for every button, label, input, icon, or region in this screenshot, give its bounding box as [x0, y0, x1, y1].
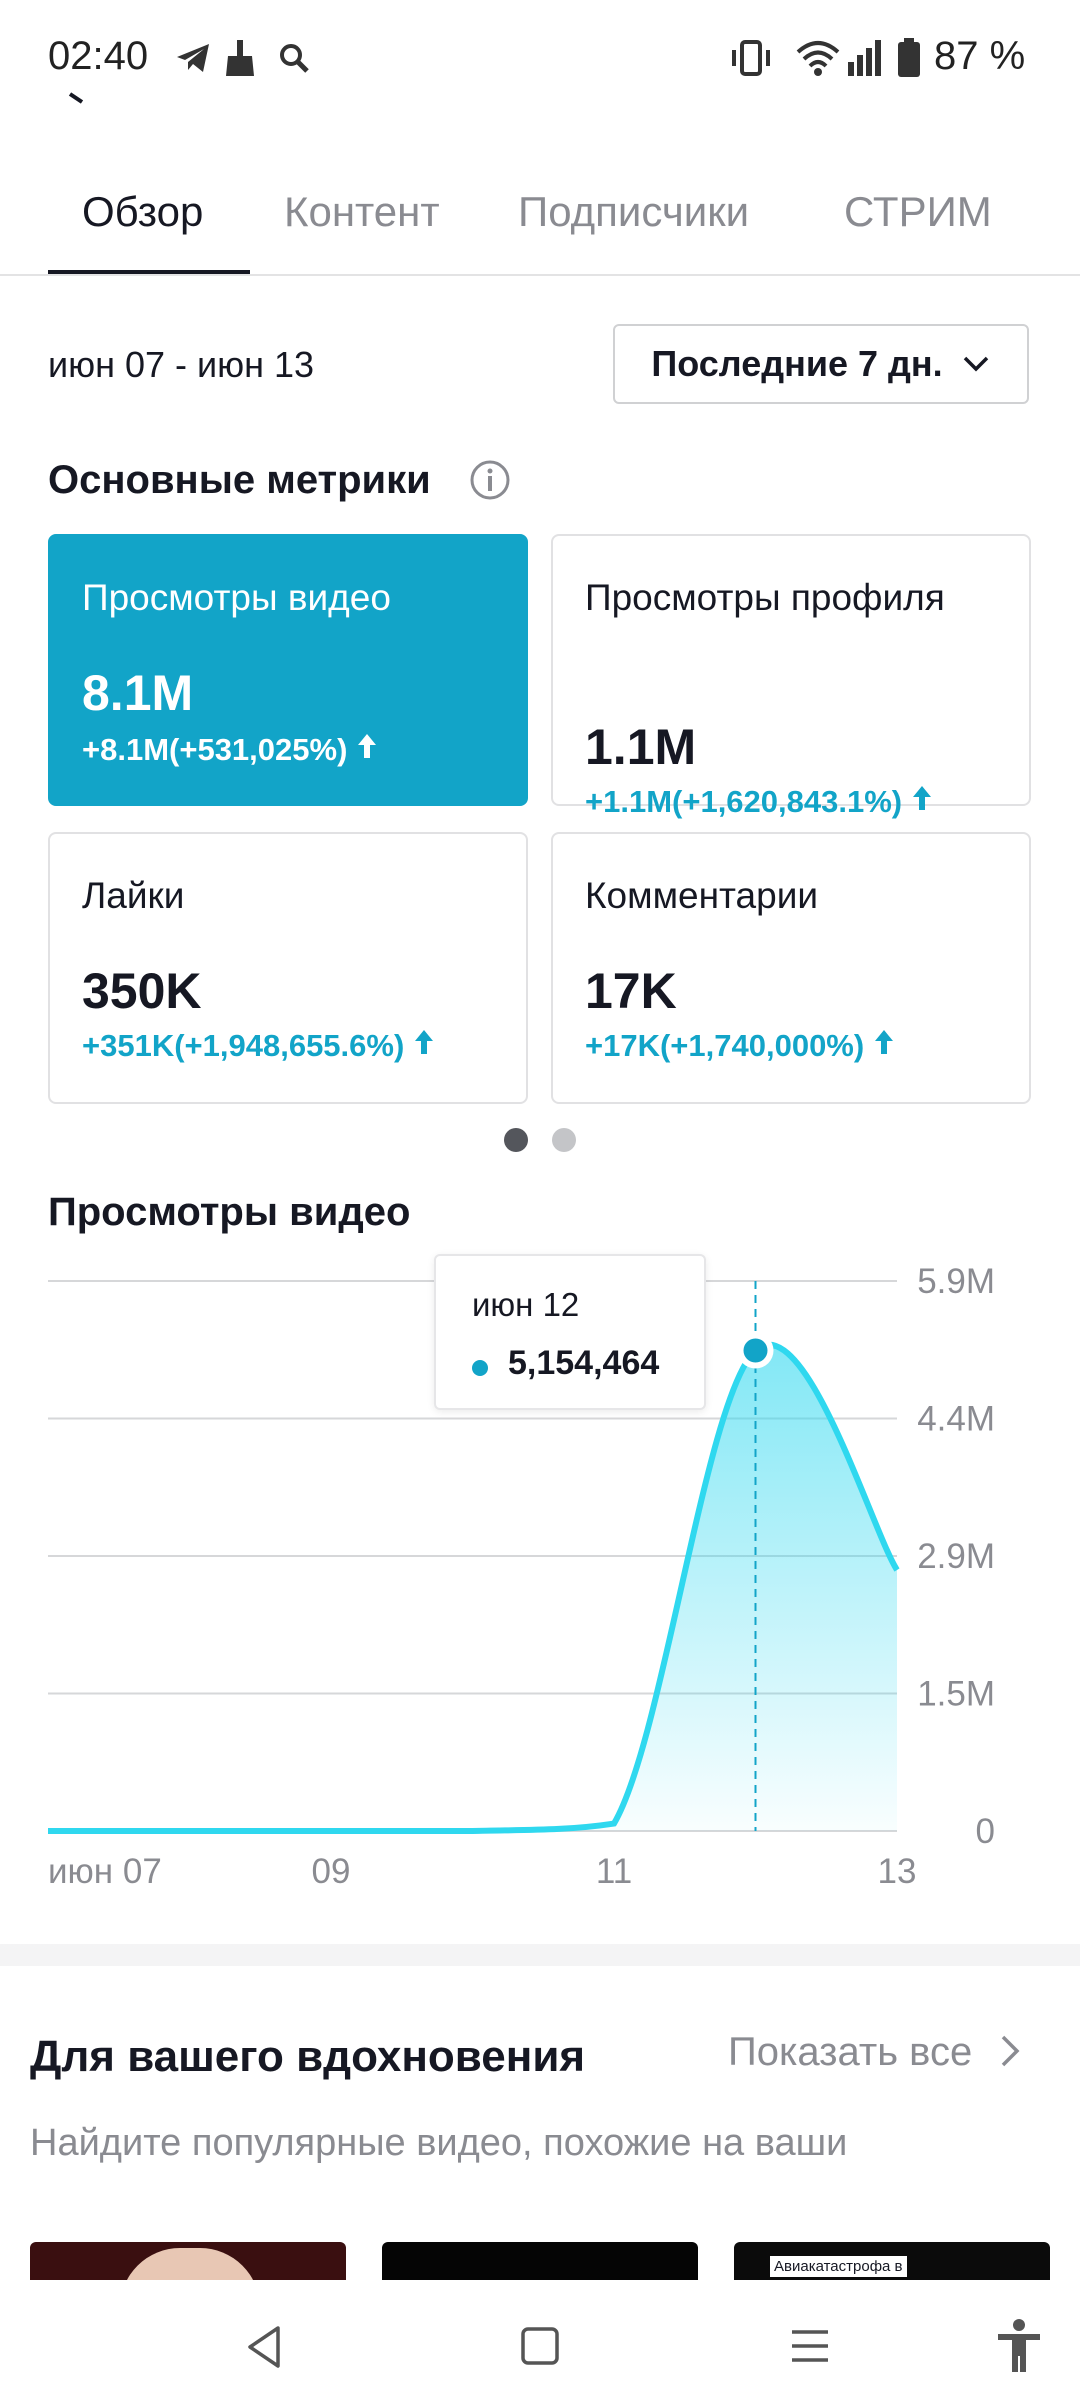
- tab-followers[interactable]: Подписчики: [518, 188, 750, 235]
- x-tick-label: 11: [596, 1852, 632, 1890]
- broom-icon: [226, 40, 254, 76]
- metric-card-delta: +1.1M(+1,620,843.1%): [585, 784, 933, 820]
- metric-card-likes[interactable]: Лайки 350K +351K(+1,948,655.6%): [48, 832, 528, 1104]
- tooltip-date: июн 12: [472, 1286, 580, 1323]
- x-tick-label: июн 07: [48, 1852, 162, 1890]
- status-bar: 02:40 87 %: [0, 0, 1080, 110]
- pager-dot-active[interactable]: [504, 1128, 528, 1152]
- tooltip-series-dot: [472, 1360, 488, 1376]
- thumbnail-face: [120, 2248, 260, 2282]
- tab-active-indicator: [48, 270, 250, 276]
- telegram-icon: [177, 44, 209, 72]
- system-nav-bar: [0, 2280, 1080, 2408]
- metric-card-title: Просмотры видео: [82, 577, 391, 618]
- chart-tooltip: июн 12 5,154,464: [434, 1254, 706, 1410]
- video-thumbnail[interactable]: [382, 2242, 698, 2282]
- metric-card-value: 8.1M: [82, 665, 194, 721]
- y-tick-label: 5.9M: [917, 1262, 995, 1301]
- period-select[interactable]: Последние 7 дн.: [613, 324, 1029, 404]
- metric-card-value: 1.1M: [585, 719, 697, 775]
- show-all-link[interactable]: Показать все: [728, 2030, 1023, 2075]
- y-tick-label: 1.5M: [917, 1675, 995, 1714]
- tab-content[interactable]: Контент: [284, 188, 440, 235]
- metric-card-delta: +17K(+1,740,000%): [585, 1028, 895, 1064]
- tab-stream[interactable]: СТРИМ: [844, 188, 992, 235]
- video-views-chart[interactable]: 5.9M 4.4M 2.9M 1.5M 0 июн 07 09 11 13: [0, 1250, 1080, 1890]
- tab-overview[interactable]: Обзор: [82, 188, 204, 235]
- battery-icon: [898, 38, 920, 77]
- arrow-up-icon: [414, 1030, 433, 1054]
- chevron-right-icon: [1002, 2035, 1020, 2067]
- chevron-down-icon: [963, 356, 988, 372]
- metric-card-profile-views[interactable]: Просмотры профиля 1.1M +1.1M(+1,620,843.…: [551, 534, 1031, 819]
- metric-card-value: 350K: [82, 963, 202, 1019]
- arrow-up-icon: [358, 734, 377, 758]
- y-tick-label: 0: [976, 1812, 995, 1851]
- y-tick-label: 4.4M: [917, 1400, 995, 1439]
- metric-card-title: Просмотры профиля: [585, 577, 945, 618]
- metric-card-video-views[interactable]: Просмотры видео 8.1M +8.1M(+531,025%): [48, 534, 528, 806]
- status-time: 02:40: [48, 34, 149, 78]
- metric-card-value: 17K: [585, 963, 677, 1019]
- x-tick-label: 13: [878, 1852, 917, 1890]
- battery-percent: 87 %: [934, 34, 1026, 78]
- inspiration-title: Для вашего вдохновения: [30, 2032, 586, 2081]
- tab-divider: [0, 274, 1080, 276]
- date-range: июн 07 - июн 13: [48, 344, 315, 385]
- metric-card-delta: +351K(+1,948,655.6%): [82, 1028, 435, 1064]
- period-select-label: Последние 7 дн.: [651, 343, 943, 384]
- inspiration-subtitle: Найдите популярные видео, похожие на ваш…: [30, 2122, 848, 2164]
- accessibility-icon[interactable]: [994, 2318, 1044, 2374]
- video-thumbnail[interactable]: Авиакатастрофа в: [734, 2242, 1050, 2282]
- wifi-icon: [796, 41, 840, 76]
- metric-card-comments[interactable]: Комментарии 17K +17K(+1,740,000%): [551, 832, 1031, 1104]
- chart-series-line: [48, 1341, 900, 1834]
- nav-recents-icon[interactable]: [790, 2326, 830, 2366]
- signal-icon: [848, 40, 881, 76]
- pager-dot[interactable]: [552, 1128, 576, 1152]
- chart-title: Просмотры видео: [48, 1190, 411, 1234]
- nav-back-icon[interactable]: [244, 2324, 284, 2370]
- info-icon[interactable]: [470, 460, 510, 500]
- x-tick-label: 09: [312, 1852, 351, 1890]
- chart-highlight-point: [743, 1338, 768, 1363]
- thumbnail-caption: Авиакатастрофа в: [770, 2256, 907, 2277]
- metric-card-title: Лайки: [82, 875, 185, 916]
- video-thumbnail[interactable]: [30, 2242, 346, 2282]
- nav-home-icon[interactable]: [520, 2326, 560, 2366]
- back-icon[interactable]: [66, 90, 88, 112]
- tooltip-value: 5,154,464: [508, 1344, 660, 1382]
- metric-card-delta: +8.1M(+531,025%): [82, 732, 378, 768]
- vibrate-icon: [732, 40, 770, 76]
- chart-area-fill: [48, 1344, 897, 1831]
- arrow-up-icon: [874, 1030, 893, 1054]
- metrics-title: Основные метрики: [48, 458, 431, 502]
- section-separator: [0, 1944, 1080, 1966]
- arrow-up-icon: [912, 786, 931, 810]
- metric-card-title: Комментарии: [585, 875, 819, 916]
- y-tick-label: 2.9M: [917, 1537, 995, 1576]
- search-icon: [280, 44, 309, 73]
- show-all-label: Показать все: [728, 2030, 973, 2074]
